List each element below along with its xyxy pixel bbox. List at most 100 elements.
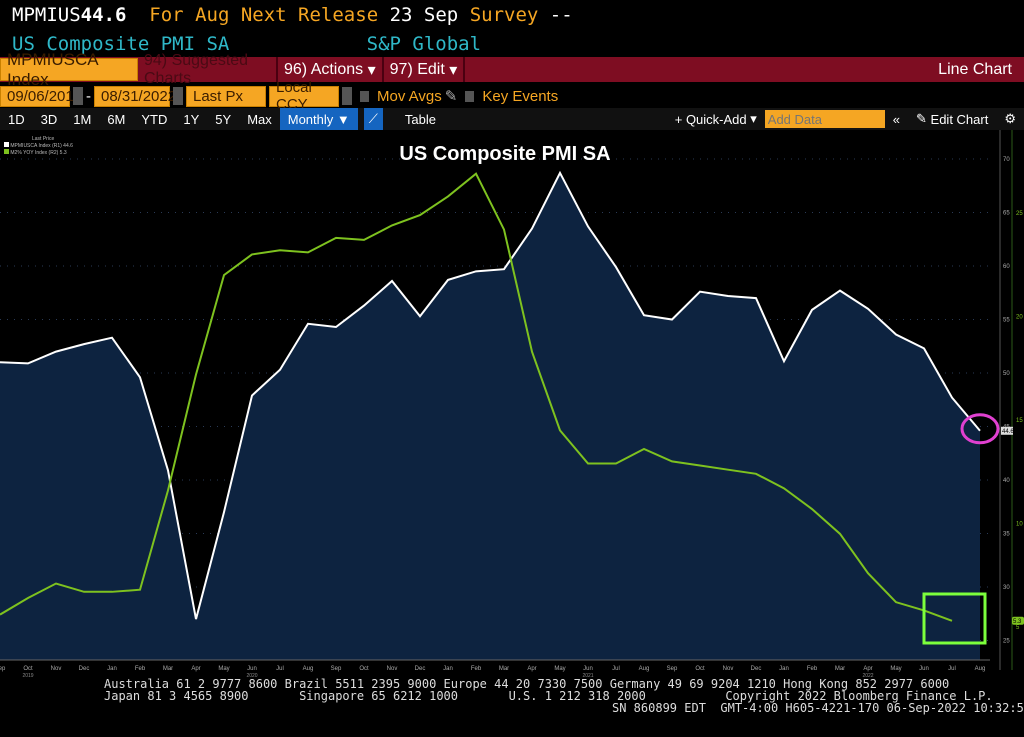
date-row: 09/06/2019 - 08/31/2022 Last Px Local CC… bbox=[0, 79, 559, 113]
x-tick-label: Dec bbox=[79, 666, 90, 672]
source: S&P Global bbox=[366, 33, 482, 55]
start-date-input[interactable]: 09/06/2019 bbox=[0, 85, 82, 107]
survey-label: Survey bbox=[469, 4, 539, 26]
edit-chart-button[interactable]: ✎ Edit Chart bbox=[916, 111, 989, 127]
function-bar: MPMIUSCA Index 94) Suggested Charts 96) … bbox=[0, 50, 1024, 89]
pmi-last-value: 44.6 bbox=[1002, 429, 1014, 435]
x-tick-label: Feb bbox=[807, 666, 818, 672]
m2-last-value: 5.3 bbox=[1013, 619, 1022, 625]
x-tick-label: Feb bbox=[471, 666, 482, 672]
footer: Australia 61 2 9777 8600 Brazil 5511 239… bbox=[0, 678, 1024, 714]
x-tick-label: May bbox=[554, 666, 565, 672]
legend-item-m2: M2% YOY Index (R2) 5.3 bbox=[4, 149, 73, 156]
edit-label: 97) Edit bbox=[389, 60, 445, 78]
m2-line bbox=[0, 172, 953, 622]
x-tick-label: Nov bbox=[51, 666, 62, 672]
x-tick-label: Apr bbox=[191, 666, 200, 672]
field-select[interactable]: Last Px bbox=[186, 85, 266, 107]
range-1y[interactable]: 1Y bbox=[183, 111, 200, 127]
legend: Last Price MPMIUSCA Index (R1) 44.6 M2% … bbox=[4, 136, 73, 156]
x-tick-label: Dec bbox=[415, 666, 426, 672]
footer-contacts-2: Japan 81 3 4565 8900 Singapore 65 6212 1… bbox=[104, 689, 993, 703]
range-toolbar: 1D 3D 1M 6M YTD 1Y 5Y Max Monthly ▼ ⟋ Ta… bbox=[0, 108, 1024, 130]
x-tick-label: Jan bbox=[779, 666, 789, 672]
x-tick-label: Aug bbox=[303, 666, 314, 672]
x-tick-label: Apr bbox=[527, 666, 536, 672]
pmi-last-marker bbox=[1001, 426, 1013, 435]
dropdown-icon[interactable] bbox=[342, 87, 352, 105]
pmi-line bbox=[0, 170, 981, 620]
range-ytd[interactable]: YTD bbox=[141, 111, 168, 127]
mov-avgs-checkbox[interactable] bbox=[360, 90, 369, 102]
quick-add-button[interactable]: + Quick-Add ▾ bbox=[674, 111, 757, 127]
x-tick-label: Mar bbox=[499, 666, 509, 672]
x-tick-label: Jan bbox=[107, 666, 117, 672]
range-1d[interactable]: 1D bbox=[8, 111, 25, 127]
x-tick-label: Jul bbox=[612, 666, 620, 672]
last-value: 44.6 bbox=[80, 4, 127, 26]
quick-add-label: + Quick-Add bbox=[674, 111, 747, 127]
y2-tick-label: 10 bbox=[1016, 522, 1023, 528]
legend-heading: Last Price bbox=[32, 136, 55, 142]
x-tick-label: Aug bbox=[639, 666, 650, 672]
legend-label: MPMIUSCA Index (R1) 44.6 bbox=[10, 143, 73, 149]
security-name: US Composite PMI SA bbox=[12, 33, 230, 55]
edit-menu[interactable]: 97) Edit ▾ bbox=[384, 57, 466, 82]
table-button[interactable]: Table bbox=[404, 111, 436, 127]
highlight-box bbox=[922, 592, 987, 645]
gear-icon[interactable]: ⚙ bbox=[1004, 111, 1016, 126]
actions-menu[interactable]: 96) Actions ▾ bbox=[278, 57, 384, 82]
highlight-circle bbox=[960, 413, 1000, 445]
date-dash: - bbox=[86, 87, 91, 105]
pencil-icon[interactable]: ✎ bbox=[444, 88, 458, 105]
x-year-label: 2022 bbox=[862, 673, 873, 679]
x-tick-label: Jun bbox=[247, 666, 257, 672]
y2-tick-label: 20 bbox=[1016, 315, 1023, 321]
range-3d[interactable]: 3D bbox=[40, 111, 58, 127]
legend-item-pmi: MPMIUSCA Index (R1) 44.6 bbox=[4, 142, 73, 149]
mov-avgs-label: Mov Avgs bbox=[377, 87, 442, 105]
x-year-label: 2019 bbox=[22, 673, 33, 679]
range-max[interactable]: Max bbox=[247, 111, 272, 127]
range-6m[interactable]: 6M bbox=[107, 111, 126, 127]
y1-tick-label: 55 bbox=[1003, 318, 1010, 324]
y1-tick-label: 25 bbox=[1003, 639, 1010, 645]
y2-tick-label: 5 bbox=[1016, 625, 1020, 631]
key-events-label: Key Events bbox=[482, 87, 559, 105]
security-input[interactable]: MPMIUSCA Index bbox=[0, 50, 138, 89]
y1-tick-label: 70 bbox=[1003, 157, 1010, 163]
survey-value: -- bbox=[549, 4, 573, 26]
add-data-input[interactable] bbox=[764, 110, 885, 128]
footer-contacts-1: Australia 61 2 9777 8600 Brazil 5511 239… bbox=[104, 677, 950, 691]
x-tick-label: Oct bbox=[695, 666, 705, 672]
release-label: Next Release bbox=[240, 4, 379, 26]
suggested-charts-button[interactable]: 94) Suggested Charts bbox=[138, 52, 278, 87]
chart-title: US Composite PMI SA bbox=[399, 143, 611, 165]
x-tick-label: Mar bbox=[163, 666, 173, 672]
line-chart: 70656055504540353025252015105SepOctNovDe… bbox=[0, 130, 1024, 679]
x-tick-label: Jul bbox=[276, 666, 284, 672]
end-date-input[interactable]: 08/31/2022 bbox=[94, 85, 176, 107]
y1-tick-label: 30 bbox=[1003, 585, 1010, 591]
chart-type-label: Line Chart bbox=[938, 60, 1012, 78]
x-tick-label: Nov bbox=[387, 666, 398, 672]
line-chart-icon[interactable]: ⟋ bbox=[363, 108, 383, 130]
y2-tick-label: 15 bbox=[1016, 418, 1023, 424]
pmi-area bbox=[0, 172, 980, 660]
x-tick-label: Jan bbox=[443, 666, 453, 672]
x-tick-label: Jun bbox=[583, 666, 593, 672]
x-tick-label: Feb bbox=[135, 666, 146, 672]
y1-tick-label: 40 bbox=[1003, 478, 1010, 484]
calendar-icon[interactable] bbox=[173, 87, 183, 105]
collapse-icon[interactable]: « bbox=[892, 111, 901, 127]
security-header: MPMIUS44.6 For Aug Next Release 23 Sep S… bbox=[12, 4, 573, 26]
range-1m[interactable]: 1M bbox=[73, 111, 92, 127]
for-label: For bbox=[149, 4, 184, 26]
range-5y[interactable]: 5Y bbox=[215, 111, 232, 127]
currency-select[interactable]: Local CCY bbox=[269, 79, 339, 113]
key-events-checkbox[interactable] bbox=[465, 90, 475, 102]
x-tick-label: Oct bbox=[359, 666, 369, 672]
calendar-icon[interactable] bbox=[73, 87, 83, 105]
frequency-select[interactable]: Monthly ▼ bbox=[279, 108, 358, 130]
x-tick-label: Dec bbox=[751, 666, 762, 672]
